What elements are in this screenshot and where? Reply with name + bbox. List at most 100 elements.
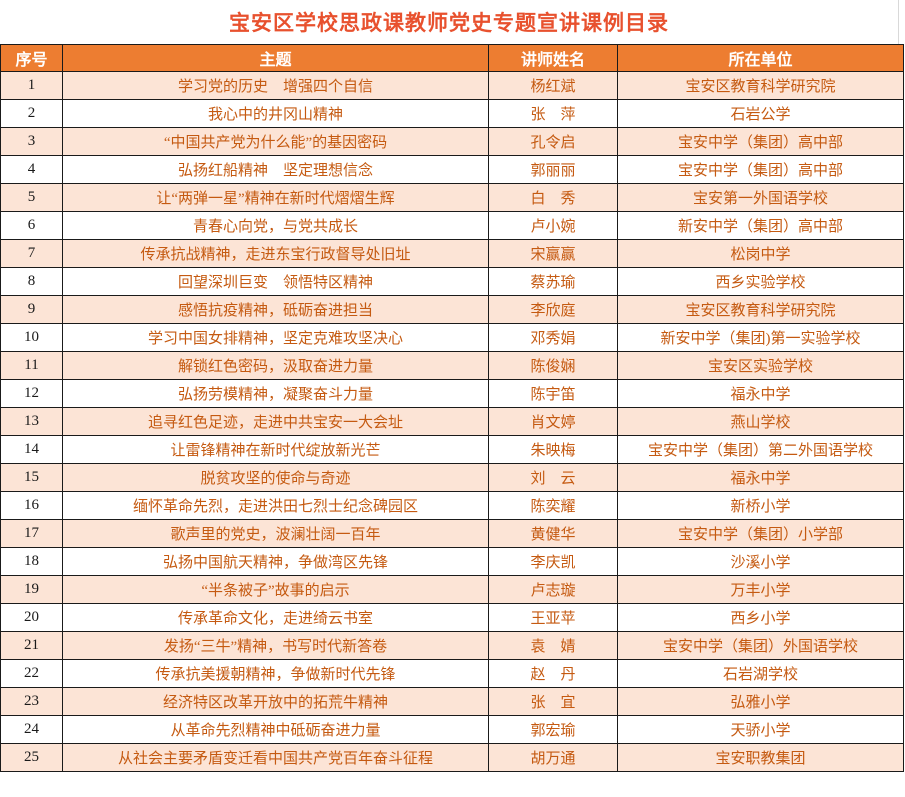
cell-lecturer: 宋赢赢	[488, 239, 618, 268]
cell-unit: 新安中学（集团)第一实验学校	[617, 323, 904, 352]
cell-topic: 感悟抗疫精神，砥砺奋进担当	[62, 295, 489, 324]
cell-unit: 宝安区教育科学研究院	[617, 71, 904, 100]
cell-unit: 福永中学	[617, 463, 904, 492]
table-row: 18 弘扬中国航天精神，争做湾区先锋 李庆凯 沙溪小学	[0, 547, 904, 576]
cell-topic: 弘扬劳模精神，凝聚奋斗力量	[62, 379, 489, 408]
table-row: 22 传承抗美援朝精神，争做新时代先锋赵 丹石岩湖学校	[0, 659, 904, 688]
cell-no: 24	[0, 715, 63, 744]
cell-topic: 脱贫攻坚的使命与奇迹	[62, 463, 489, 492]
cell-topic: 让雷锋精神在新时代绽放新光芒	[62, 435, 489, 464]
cell-unit: 燕山学校	[617, 407, 904, 436]
cell-no: 22	[0, 659, 63, 688]
cell-unit: 西乡实验学校	[617, 267, 904, 296]
cell-topic: “中国共产党为什么能”的基因密码	[62, 127, 489, 156]
cell-topic: 传承革命文化，走进绮云书室	[62, 603, 489, 632]
lecture-catalog-table: 序号 主题 讲师姓名 所在单位 1 学习党的历史 增强四个自信 杨红斌 宝安区教育科学…	[0, 44, 904, 772]
cell-topic: 弘扬中国航天精神，争做湾区先锋	[62, 547, 489, 576]
cell-lecturer: 胡万通	[488, 743, 618, 772]
cell-topic: 追寻红色足迹，走进中共宝安一大会址	[62, 407, 489, 436]
table-row: 16 缅怀革命先烈，走进洪田七烈士纪念碑园区 陈奕耀 新桥小学	[0, 491, 904, 520]
cell-no: 19	[0, 575, 63, 604]
header-no: 序号	[0, 44, 63, 72]
cell-topic: 回望深圳巨变 领悟特区精神	[62, 267, 489, 296]
cell-topic: 弘扬红船精神 坚定理想信念	[62, 155, 489, 184]
cell-lecturer: 肖文婷	[488, 407, 618, 436]
cell-topic: 学习中国女排精神，坚定克难攻坚决心	[62, 323, 489, 352]
table-body: 1 学习党的历史 增强四个自信 杨红斌 宝安区教育科学研究院 2 我心中的井冈山精神张 萍…	[0, 71, 904, 772]
cell-lecturer: 王亚苹	[488, 603, 618, 632]
table-row: 5 让“两弹一星”精神在新时代熠熠生辉白 秀宝安第一外国语学校	[0, 183, 904, 212]
cell-no: 6	[0, 211, 63, 240]
cell-unit: 宝安区教育科学研究院	[617, 295, 904, 324]
cell-unit: 宝安第一外国语学校	[617, 183, 904, 212]
cell-no: 1	[0, 71, 63, 100]
table-row: 15 脱贫攻坚的使命与奇迹刘 云福永中学	[0, 463, 904, 492]
cell-lecturer: 杨红斌	[488, 71, 618, 100]
cell-unit: 宝安职教集团	[617, 743, 904, 772]
cell-lecturer: 陈宇笛	[488, 379, 618, 408]
table-row: 4 弘扬红船精神 坚定理想信念 郭丽丽 宝安中学（集团）高中部	[0, 155, 904, 184]
cell-unit: 天骄小学	[617, 715, 904, 744]
cell-no: 10	[0, 323, 63, 352]
cell-lecturer: 郭丽丽	[488, 155, 618, 184]
cell-no: 13	[0, 407, 63, 436]
cell-unit: 宝安中学（集团）外国语学校	[617, 631, 904, 660]
cell-no: 12	[0, 379, 63, 408]
cell-no: 8	[0, 267, 63, 296]
cell-unit: 松岗中学	[617, 239, 904, 268]
table-row: 23 经济特区改革开放中的拓荒牛精神张 宜弘雅小学	[0, 687, 904, 716]
cell-unit: 石岩公学	[617, 99, 904, 128]
header-unit: 所在单位	[617, 44, 904, 72]
cell-topic: 青春心向党，与党共成长	[62, 211, 489, 240]
cell-unit: 西乡小学	[617, 603, 904, 632]
cell-no: 5	[0, 183, 63, 212]
title-band: 宝安区学校思政课教师党史专题宣讲课例目录	[0, 0, 899, 44]
table-row: 9 感悟抗疫精神，砥砺奋进担当 李欣庭 宝安区教育科学研究院	[0, 295, 904, 324]
table-header-row: 序号 主题 讲师姓名 所在单位	[0, 44, 904, 72]
cell-unit: 新安中学（集团）高中部	[617, 211, 904, 240]
cell-unit: 弘雅小学	[617, 687, 904, 716]
cell-unit: 福永中学	[617, 379, 904, 408]
table-row: 20 传承革命文化，走进绮云书室 王亚苹 西乡小学	[0, 603, 904, 632]
cell-no: 2	[0, 99, 63, 128]
cell-unit: 宝安中学（集团）高中部	[617, 127, 904, 156]
table-row: 13 追寻红色足迹，走进中共宝安一大会址 肖文婷 燕山学校	[0, 407, 904, 436]
header-lecturer: 讲师姓名	[488, 44, 618, 72]
cell-no: 9	[0, 295, 63, 324]
cell-no: 14	[0, 435, 63, 464]
cell-topic: 让“两弹一星”精神在新时代熠熠生辉	[62, 183, 489, 212]
cell-no: 11	[0, 351, 63, 380]
cell-lecturer: 袁 婧	[488, 631, 618, 660]
table-row: 1 学习党的历史 增强四个自信 杨红斌 宝安区教育科学研究院	[0, 71, 904, 100]
cell-lecturer: 卢小婉	[488, 211, 618, 240]
cell-topic: 传承抗战精神，走进东宝行政督导处旧址	[62, 239, 489, 268]
cell-lecturer: 蔡苏瑜	[488, 267, 618, 296]
table-row: 17 歌声里的党史，波澜壮阔一百年 黄健华 宝安中学（集团）小学部	[0, 519, 904, 548]
cell-topic: 歌声里的党史，波澜壮阔一百年	[62, 519, 489, 548]
cell-topic: 缅怀革命先烈，走进洪田七烈士纪念碑园区	[62, 491, 489, 520]
cell-lecturer: 郭宏瑜	[488, 715, 618, 744]
cell-lecturer: 白 秀	[488, 183, 618, 212]
table-row: 19 “半条被子”故事的启示 卢志璇 万丰小学	[0, 575, 904, 604]
cell-topic: 学习党的历史 增强四个自信	[62, 71, 489, 100]
table-row: 25 从社会主要矛盾变迁看中国共产党百年奋斗征程 胡万通 宝安职教集团	[0, 743, 904, 772]
cell-lecturer: 张 宜	[488, 687, 618, 716]
cell-no: 23	[0, 687, 63, 716]
table-row: 12 弘扬劳模精神，凝聚奋斗力量 陈宇笛 福永中学	[0, 379, 904, 408]
table-row: 7 传承抗战精神，走进东宝行政督导处旧址 宋赢赢 松岗中学	[0, 239, 904, 268]
cell-lecturer: 陈俊娴	[488, 351, 618, 380]
cell-topic: “半条被子”故事的启示	[62, 575, 489, 604]
cell-no: 3	[0, 127, 63, 156]
cell-unit: 宝安中学（集团）小学部	[617, 519, 904, 548]
table-row: 14 让雷锋精神在新时代绽放新光芒 朱映梅 宝安中学（集团）第二外国语学校	[0, 435, 904, 464]
cell-unit: 新桥小学	[617, 491, 904, 520]
cell-no: 15	[0, 463, 63, 492]
table-row: 3 “中国共产党为什么能”的基因密码 孔令启 宝安中学（集团）高中部	[0, 127, 904, 156]
cell-topic: 传承抗美援朝精神，争做新时代先锋	[62, 659, 489, 688]
table-row: 24 从革命先烈精神中砥砺奋进力量 郭宏瑜 天骄小学	[0, 715, 904, 744]
cell-lecturer: 邓秀娟	[488, 323, 618, 352]
cell-no: 20	[0, 603, 63, 632]
page-title: 宝安区学校思政课教师党史专题宣讲课例目录	[229, 12, 669, 35]
table-row: 8 回望深圳巨变 领悟特区精神 蔡苏瑜 西乡实验学校	[0, 267, 904, 296]
